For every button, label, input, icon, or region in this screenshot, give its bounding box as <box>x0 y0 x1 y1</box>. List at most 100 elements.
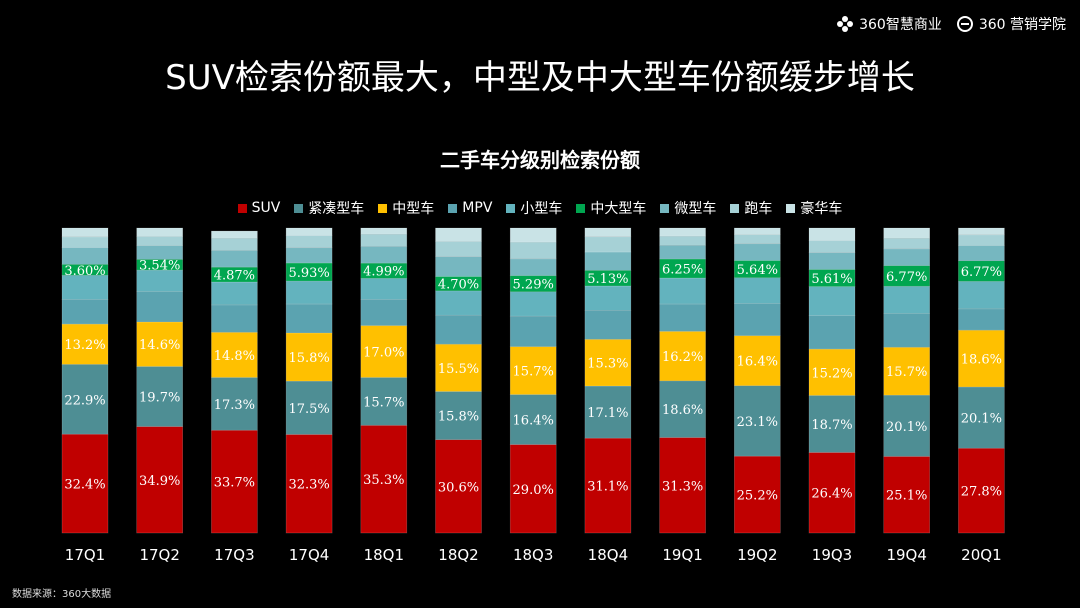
bar-segment <box>733 385 781 457</box>
bar-segment <box>61 323 109 365</box>
data-label: 16.2% <box>662 350 703 365</box>
bar-segment <box>136 227 183 237</box>
bar-segment <box>883 456 931 534</box>
data-label: 15.3% <box>587 357 628 372</box>
legend-label: MPV <box>462 200 493 216</box>
bar-segment <box>584 285 632 311</box>
bar-segment <box>211 377 258 431</box>
data-label: 27.8% <box>961 485 1002 500</box>
bar-segment <box>883 227 931 239</box>
bar-segment <box>136 291 183 323</box>
bar-segment <box>509 227 557 243</box>
data-label: 31.1% <box>587 480 628 495</box>
legend-swatch <box>730 203 740 213</box>
bar-segment <box>211 230 258 239</box>
logo2-text: 360 营销学院 <box>978 17 1066 33</box>
bar-segment <box>883 394 931 457</box>
bar-segment <box>509 444 557 534</box>
bar-segment <box>509 394 557 445</box>
bar-segment <box>136 245 183 260</box>
bar-segment <box>883 237 931 250</box>
data-label: 31.3% <box>662 479 703 494</box>
data-label: 15.7% <box>513 365 554 380</box>
x-tick-label: 19Q3 <box>812 546 852 564</box>
bar-segment <box>360 278 408 300</box>
chart-legend: SUV 紧凑型车 中型车 MPV 小型车 中大型车 微型车 跑车 豪华车 <box>0 198 1080 218</box>
bar-segment <box>435 241 482 257</box>
data-label: 5.13% <box>587 272 628 287</box>
bar-segment <box>883 248 931 266</box>
bar-segment <box>509 291 557 317</box>
bar-segment <box>659 235 706 246</box>
bar-segment <box>733 303 781 336</box>
bar-segment <box>435 391 482 440</box>
data-label: 18.7% <box>811 418 852 433</box>
x-tick-label: 19Q4 <box>886 546 926 564</box>
legend-label: 豪华车 <box>800 201 843 217</box>
bar-segment <box>733 243 781 261</box>
data-label: 26.4% <box>811 487 852 502</box>
bar-segment <box>509 315 557 347</box>
data-label: 17.0% <box>363 346 404 361</box>
data-label: 17.3% <box>214 398 255 413</box>
bar-segment <box>509 346 557 395</box>
bar-segment <box>61 299 109 325</box>
bar-segment <box>733 335 781 386</box>
data-label: 18.6% <box>662 403 703 418</box>
bar-segment <box>584 227 632 238</box>
legend-swatch <box>378 203 388 213</box>
bar-segment <box>958 329 1005 388</box>
data-label: 5.64% <box>737 263 778 278</box>
data-label: 4.87% <box>214 269 255 284</box>
legend-label: 紧凑型车 <box>308 201 365 217</box>
bar-segment <box>285 247 333 264</box>
logo-360-smart-business: 360智慧商业 <box>836 14 942 34</box>
bar-segment <box>360 246 408 264</box>
bar-segment <box>659 380 706 438</box>
bar-segment <box>808 286 856 316</box>
data-label: 6.77% <box>961 265 1002 280</box>
bar-segment <box>360 377 408 426</box>
legend-label: 小型车 <box>520 201 563 217</box>
legend-item: 小型车 <box>506 198 562 218</box>
x-tick-label: 17Q3 <box>214 546 254 564</box>
chart-title: 二手车分级别检索份额 <box>440 148 640 172</box>
legend-item: 中大型车 <box>576 198 646 218</box>
bar-segment <box>659 331 706 382</box>
bar-segment <box>360 233 408 247</box>
bar-segment <box>733 227 781 235</box>
bar-segment <box>584 310 632 340</box>
legend-item: 跑车 <box>730 198 772 218</box>
legend-label: 中型车 <box>392 201 435 217</box>
bar-segment <box>360 227 408 235</box>
bar-segment <box>285 280 333 305</box>
bar-segment <box>61 236 109 248</box>
bar-segment <box>659 303 706 332</box>
data-label: 23.1% <box>737 415 778 430</box>
x-tick-label: 17Q1 <box>65 546 105 564</box>
bar-segment <box>958 281 1005 310</box>
bar-segment <box>61 364 109 435</box>
data-label: 5.61% <box>811 272 852 287</box>
bar-segment <box>883 346 931 396</box>
data-label: 18.6% <box>961 353 1002 368</box>
bar-segment <box>808 452 856 534</box>
bar-segment <box>285 434 333 534</box>
bar-segment <box>435 314 482 345</box>
bar-segment <box>435 439 482 534</box>
bar-segment <box>435 227 482 242</box>
legend-label: 中大型车 <box>590 201 647 217</box>
data-label: 32.3% <box>288 478 329 493</box>
data-label: 25.2% <box>737 489 778 504</box>
bar-segment <box>958 227 1005 236</box>
data-label: 3.54% <box>139 259 180 274</box>
data-label: 34.9% <box>139 474 180 489</box>
bar-segment <box>659 277 706 305</box>
logo1-text: 360智慧商业 <box>859 17 942 33</box>
bar-segment <box>360 425 408 534</box>
bar-segment <box>733 234 781 245</box>
data-label: 15.8% <box>438 410 479 425</box>
flower-icon <box>837 16 854 32</box>
bar-segment <box>285 227 333 236</box>
data-label: 16.4% <box>737 355 778 370</box>
